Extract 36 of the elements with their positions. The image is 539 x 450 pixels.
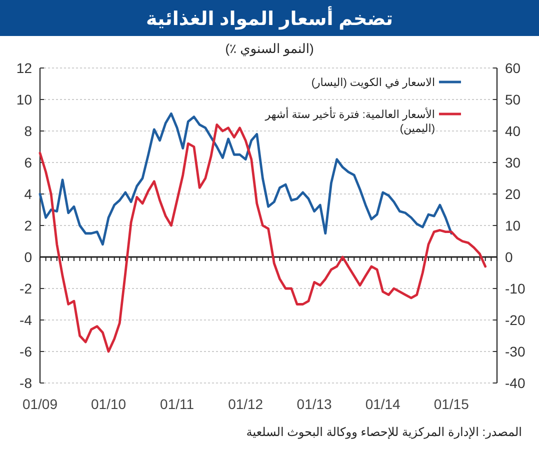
y2-tick-label: 40 xyxy=(505,123,521,139)
legend-label: الاسعار في الكويت (اليسار) xyxy=(311,77,435,89)
y2-tick-label: 20 xyxy=(505,186,521,202)
line-series xyxy=(38,124,487,353)
x-tick-label: 01/10 xyxy=(91,396,126,412)
x-tick-label: 01/11 xyxy=(160,396,194,412)
y-tick-label: 4 xyxy=(24,186,32,202)
y-tick-label: 10 xyxy=(16,92,32,108)
y-tick-label: 6 xyxy=(24,154,32,170)
y-tick-label: -6 xyxy=(20,344,32,360)
y2-tick-label: 60 xyxy=(505,60,521,76)
y-tick-label: 12 xyxy=(16,60,32,76)
y-tick-label: -2 xyxy=(20,280,32,296)
y-tick-label: 2 xyxy=(24,218,32,234)
x-tick-label: 01/13 xyxy=(296,396,332,412)
y-tick-label: -8 xyxy=(20,375,32,391)
y2-tick-label: -20 xyxy=(505,312,526,328)
y-tick-label: 8 xyxy=(24,123,32,139)
y-tick-label: -4 xyxy=(20,312,32,328)
y2-tick-label: -30 xyxy=(505,344,526,360)
x-tick-label: 01/14 xyxy=(365,396,401,412)
chart-subtitle: (النمو السنوي ٪) xyxy=(225,41,314,57)
y2-tick-label: -10 xyxy=(505,280,526,296)
y2-tick-label: 50 xyxy=(505,92,521,108)
y2-tick-label: 10 xyxy=(505,218,521,234)
legend-label: الأسعار العالمية: فترة تأخير ستة أشهر (اليمين) xyxy=(264,106,435,135)
y-tick-label: 0 xyxy=(24,249,32,265)
y2-tick-label: 0 xyxy=(505,249,513,265)
x-tick-label: 01/12 xyxy=(228,396,264,412)
y2-tick-label: 30 xyxy=(505,154,521,170)
title: تضخم أسعار المواد الغذائية xyxy=(0,0,539,36)
x-tick-label: 01/15 xyxy=(434,396,470,412)
x-tick-label: 01/09 xyxy=(22,396,58,412)
text: المصدر: الإدارة المركزية للإحصاء ووكالة البحوث السلعية xyxy=(246,425,522,439)
chart-title: تضخم أسعار المواد الغذائية xyxy=(146,6,394,30)
y2-tick-label: -40 xyxy=(505,375,526,391)
